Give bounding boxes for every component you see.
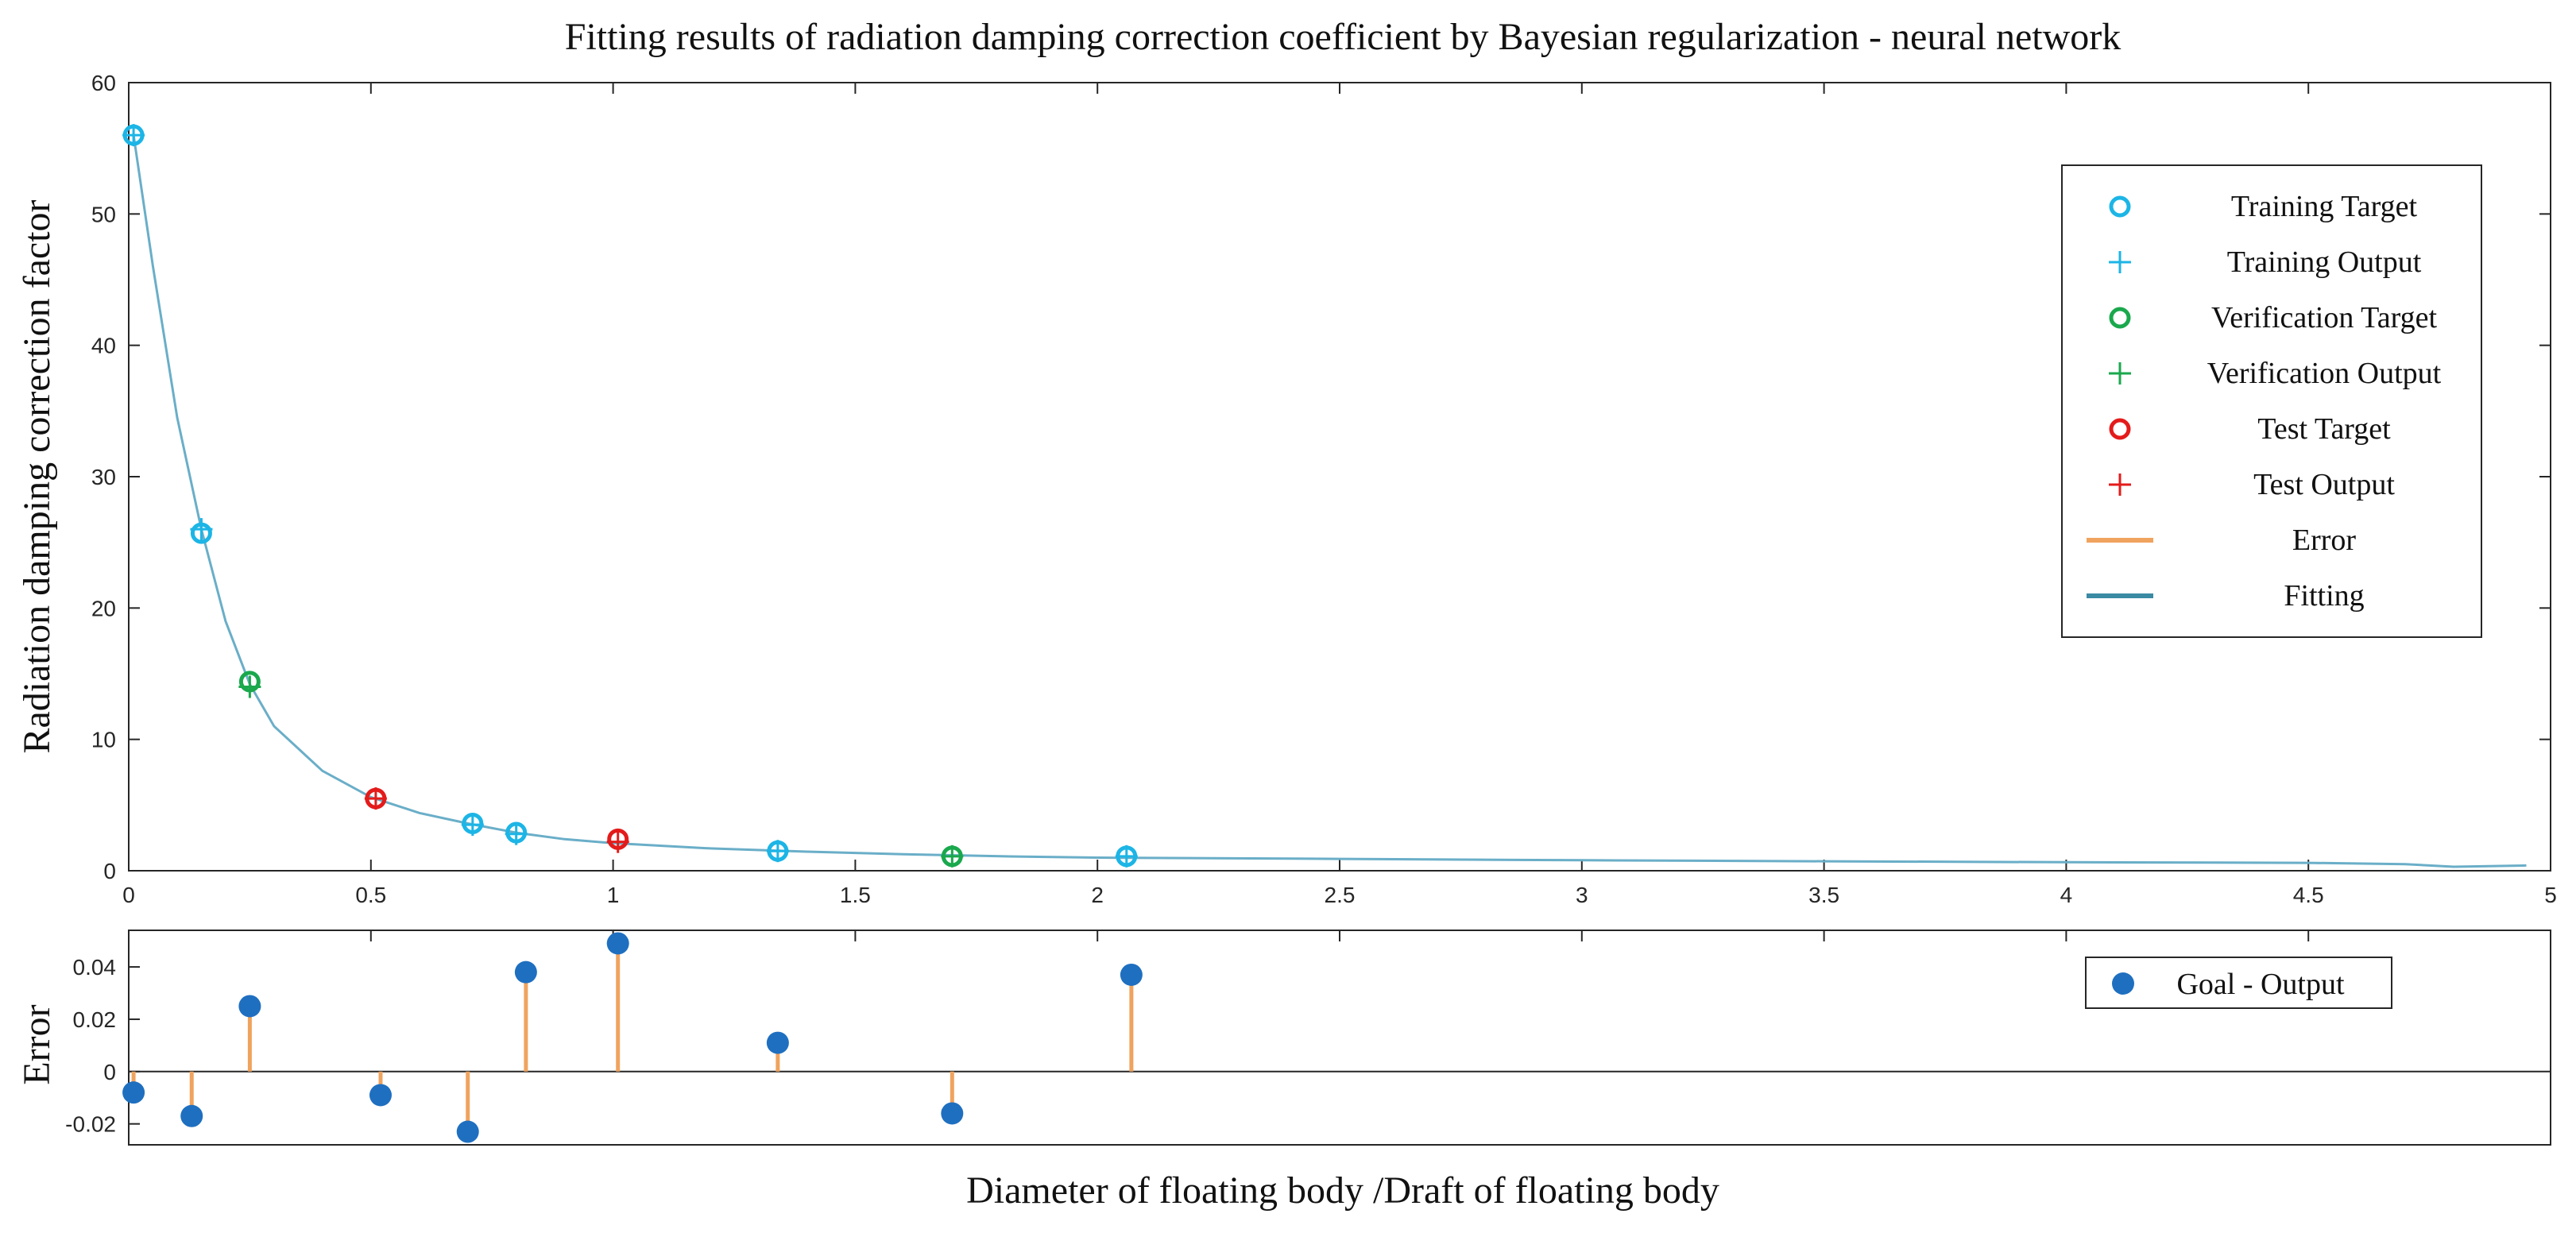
error-point — [766, 1031, 789, 1054]
error-plot: 0.04 0.02 0 -0.02 Error Diameter of floatin… — [16, 930, 2551, 1212]
x-tick-label: 2 — [1091, 883, 1104, 907]
x-tick-label: 0.5 — [355, 883, 386, 907]
x-tick-label: 4 — [2060, 883, 2073, 907]
test-output-point — [364, 787, 387, 810]
x-tick-label: 2.5 — [1325, 883, 1356, 907]
legend-marker-circle — [2109, 307, 2131, 329]
verification-output-point — [941, 845, 964, 868]
y-tick-label: 20 — [91, 596, 116, 620]
y-tick-label: 30 — [91, 465, 116, 489]
training-output-point — [1115, 845, 1138, 868]
x-axis-label: Diameter of floating body /Draft of floa… — [966, 1169, 1719, 1212]
error-series — [122, 932, 1143, 1143]
error-point — [180, 1104, 203, 1127]
legend-training-target: Training Target — [2231, 190, 2418, 223]
legend-marker-circle — [2109, 418, 2131, 440]
error-y-ticks: 0.04 0.02 0 -0.02 — [65, 955, 2551, 1137]
main-legend: Training Target Training Output Verifica… — [2061, 164, 2482, 638]
x-tick-label: 5 — [2544, 883, 2557, 907]
legend-goal-output-marker — [2112, 972, 2134, 995]
legend-test-target: Test Target — [2257, 412, 2391, 446]
error-point — [122, 1081, 145, 1104]
legend-marker-plus — [2109, 362, 2131, 385]
x-tick-label: 3.5 — [1808, 883, 1839, 907]
main-y-axis-label: Radiation damping correction factor — [16, 199, 58, 753]
error-point — [606, 932, 629, 955]
error-y-tick-label: 0.04 — [73, 955, 117, 980]
training-output-point — [505, 822, 528, 845]
error-point — [369, 1084, 392, 1107]
legend-fitting: Fitting — [2284, 579, 2364, 613]
y-tick-label: 40 — [91, 334, 116, 358]
error-point — [514, 961, 537, 984]
y-tick-label: 60 — [91, 71, 116, 95]
error-plot-frame — [128, 930, 2551, 1146]
main-plot: 0 0.5 1 1.5 2 2.5 3 3.5 4 4.5 5 0 10 20 30 40 50 60 Radi… — [16, 71, 2557, 941]
y-tick-label: 0 — [103, 859, 116, 883]
main-legend-box — [2061, 164, 2482, 638]
y-tick-label: 50 — [91, 202, 116, 226]
legend-training-output: Training Output — [2227, 245, 2422, 279]
main-legend-marks — [2087, 195, 2153, 598]
training-output-point — [461, 814, 484, 837]
error-point — [238, 995, 261, 1018]
fitting-line — [132, 134, 2527, 868]
legend-goal-output: Goal - Output — [2176, 968, 2345, 1001]
legend-marker-plus — [2109, 251, 2131, 273]
main-series — [122, 124, 2527, 868]
error-y-axis-label: Error — [16, 1004, 58, 1084]
x-tick-label: 0 — [122, 883, 135, 907]
error-legend: Goal - Output — [2085, 957, 2392, 1009]
error-y-tick-label: 0.02 — [73, 1007, 117, 1032]
test-output-point — [606, 830, 629, 853]
legend-marker-circle — [2109, 195, 2131, 218]
x-tick-label: 1.5 — [840, 883, 871, 907]
x-tick-label: 4.5 — [2293, 883, 2324, 907]
x-tick-label: 3 — [1576, 883, 1588, 907]
error-point — [1120, 963, 1143, 986]
training-output-point — [122, 124, 145, 147]
legend-marker-plus — [2109, 473, 2131, 496]
chart-title: Fitting results of radiation damping cor… — [565, 16, 2121, 58]
verification-output-point — [238, 675, 261, 698]
error-point — [456, 1120, 479, 1143]
legend-test-output: Test Output — [2253, 468, 2395, 501]
error-point — [941, 1102, 964, 1125]
legend-error: Error — [2292, 524, 2357, 557]
error-legend-box — [2085, 957, 2392, 1009]
y-tick-label: 10 — [91, 728, 116, 752]
training-output-point — [190, 518, 213, 541]
legend-verification-target: Verification Target — [2211, 301, 2437, 334]
x-tick-label: 1 — [607, 883, 620, 907]
training-output-point — [766, 840, 789, 863]
legend-verification-output: Verification Output — [2207, 357, 2442, 390]
main-x-ticks: 0 0.5 1 1.5 2 2.5 3 3.5 4 4.5 5 — [122, 83, 2557, 941]
error-y-tick-label: -0.02 — [65, 1112, 116, 1137]
main-y-ticks: 0 10 20 30 40 50 60 — [91, 71, 2551, 883]
error-y-tick-label: 0 — [103, 1060, 116, 1084]
